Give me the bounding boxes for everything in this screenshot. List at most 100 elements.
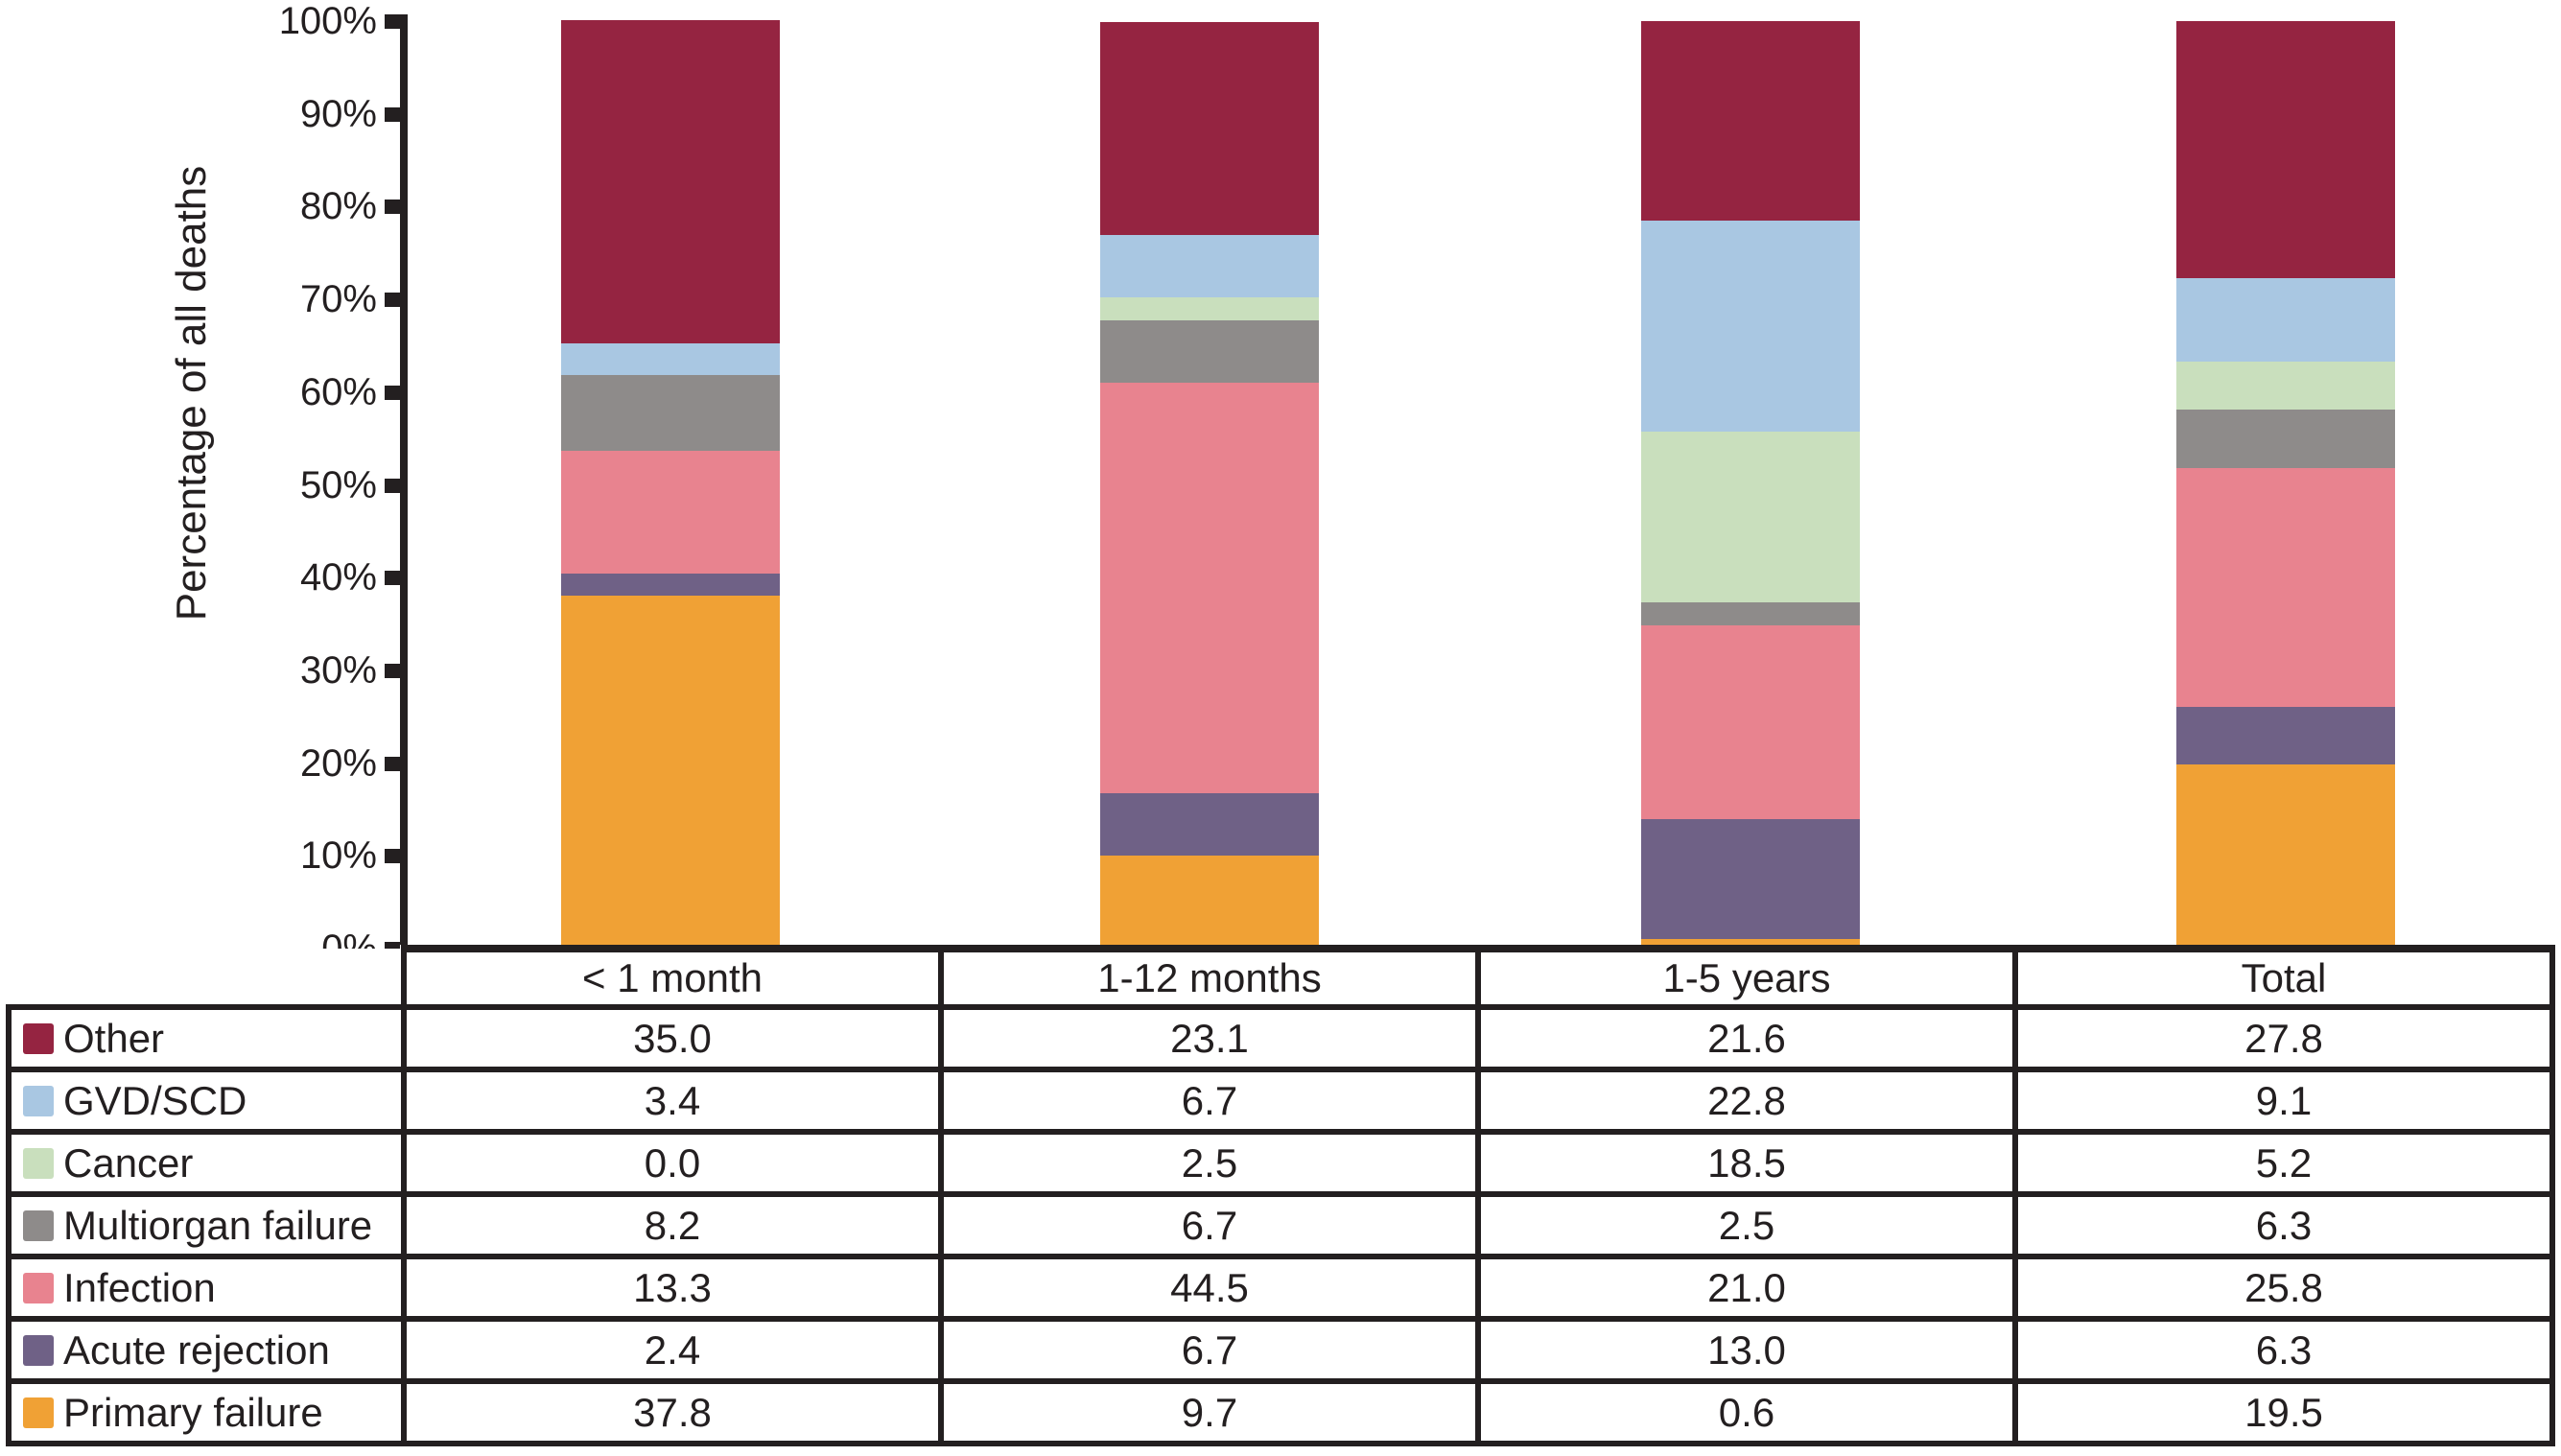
y-tick-mark bbox=[385, 385, 400, 400]
y-tick-mark bbox=[385, 571, 400, 586]
legend-entry: Cancer bbox=[14, 1139, 398, 1186]
bar-segment-acute-rejection bbox=[2176, 706, 2395, 765]
legend-cell-primary-failure: Primary failure bbox=[6, 1378, 407, 1446]
bar-segment-infection bbox=[561, 450, 780, 574]
bar-segment-primary-failure bbox=[561, 596, 780, 945]
bar-segment-gvd-scd bbox=[2176, 277, 2395, 363]
legend-entry: GVD/SCD bbox=[14, 1077, 398, 1123]
y-tick-mark bbox=[385, 663, 400, 678]
legend-label: Infection bbox=[63, 1264, 216, 1310]
y-tick-label: 80% bbox=[299, 185, 377, 228]
value-cell: 0.0 bbox=[401, 1129, 944, 1197]
legend-entry: Multiorgan failure bbox=[14, 1202, 398, 1248]
legend-cell-gvd-scd: GVD/SCD bbox=[6, 1067, 407, 1135]
y-tick-mark bbox=[385, 14, 400, 29]
legend-swatch-icon bbox=[23, 1334, 54, 1366]
bar-segment-primary-failure bbox=[2176, 764, 2395, 945]
bar-segment-primary-failure bbox=[1641, 939, 1860, 945]
table-row-gvd-scd: GVD/SCD 3.4 6.7 22.8 9.1 bbox=[6, 1067, 2555, 1135]
y-tick-label: 40% bbox=[299, 556, 377, 599]
value-cell: 2.5 bbox=[938, 1129, 1481, 1197]
y-tick-mark bbox=[385, 106, 400, 122]
column-header-1-5-years: 1-5 years bbox=[1475, 945, 2018, 1010]
legend-cell-other: Other bbox=[6, 1004, 407, 1072]
value-cell: 6.3 bbox=[2012, 1191, 2555, 1259]
legend-label: Primary failure bbox=[63, 1389, 323, 1435]
bar-segment-gvd-scd bbox=[561, 343, 780, 375]
table-row-acute-rejection: Acute rejection 2.4 6.7 13.0 6.3 bbox=[6, 1316, 2555, 1384]
legend-swatch-icon bbox=[23, 1397, 54, 1428]
legend-label: Acute rejection bbox=[63, 1327, 330, 1373]
table-row-primary-failure: Primary failure 37.8 9.7 0.6 19.5 bbox=[6, 1378, 2555, 1446]
legend-swatch-icon bbox=[23, 1272, 54, 1303]
value-cell: 2.5 bbox=[1475, 1191, 2018, 1259]
legend-swatch-icon bbox=[23, 1022, 54, 1054]
column-header-total: Total bbox=[2012, 945, 2555, 1010]
table-row-cancer: Cancer 0.0 2.5 18.5 5.2 bbox=[6, 1129, 2555, 1197]
value-cell: 44.5 bbox=[938, 1254, 1481, 1322]
legend-cell-multiorgan-failure: Multiorgan failure bbox=[6, 1191, 407, 1259]
bar-segment-other bbox=[1641, 21, 1860, 222]
bar-segment-primary-failure bbox=[1100, 855, 1319, 945]
bar-segment-cancer bbox=[1100, 296, 1319, 321]
bar-segment-infection bbox=[1100, 382, 1319, 794]
legend-swatch-icon bbox=[23, 1147, 54, 1179]
y-tick-mark bbox=[385, 849, 400, 864]
legend-cell-infection: Infection bbox=[6, 1254, 407, 1322]
bar-segment-other bbox=[2176, 21, 2395, 278]
bar-segment-multiorgan-failure bbox=[1641, 601, 1860, 625]
legend-entry: Acute rejection bbox=[14, 1327, 398, 1373]
y-tick-mark bbox=[385, 200, 400, 215]
value-cell: 22.8 bbox=[1475, 1067, 2018, 1135]
bar-segment-cancer bbox=[1641, 431, 1860, 602]
y-tick-mark bbox=[385, 478, 400, 493]
chart-data-table: < 1 month 1-12 months 1-5 years Total Other 3… bbox=[6, 945, 2555, 1446]
value-cell: 13.3 bbox=[401, 1254, 944, 1322]
y-tick-mark bbox=[385, 293, 400, 308]
value-cell: 27.8 bbox=[2012, 1004, 2555, 1072]
y-axis-line bbox=[400, 14, 408, 945]
bar--1-month bbox=[561, 0, 780, 945]
value-cell: 19.5 bbox=[2012, 1378, 2555, 1446]
legend-cell-cancer: Cancer bbox=[6, 1129, 407, 1197]
legend-entry: Infection bbox=[14, 1264, 398, 1310]
y-tick-label: 60% bbox=[299, 370, 377, 413]
bar-segment-infection bbox=[2176, 468, 2395, 707]
table-header-row: < 1 month 1-12 months 1-5 years Total bbox=[9, 945, 2555, 1010]
legend-swatch-icon bbox=[23, 1209, 54, 1241]
table-row-multiorgan-failure: Multiorgan failure 8.2 6.7 2.5 6.3 bbox=[6, 1191, 2555, 1259]
bar-segment-acute-rejection bbox=[1100, 793, 1319, 856]
bar-segment-other bbox=[1100, 22, 1319, 236]
legend-cell-acute-rejection: Acute rejection bbox=[6, 1316, 407, 1384]
table-row-infection: Infection 13.3 44.5 21.0 25.8 bbox=[6, 1254, 2555, 1322]
bar-segment-multiorgan-failure bbox=[1100, 320, 1319, 383]
legend-label: Multiorgan failure bbox=[63, 1202, 373, 1248]
legend-label: GVD/SCD bbox=[63, 1077, 247, 1123]
value-cell: 8.2 bbox=[401, 1191, 944, 1259]
value-cell: 0.6 bbox=[1475, 1378, 2018, 1446]
y-tick-label: 50% bbox=[299, 463, 377, 506]
value-cell: 6.3 bbox=[2012, 1316, 2555, 1384]
value-cell: 35.0 bbox=[401, 1004, 944, 1072]
column-header-1-12-months: 1-12 months bbox=[938, 945, 1481, 1010]
y-tick-label: 90% bbox=[299, 92, 377, 135]
bar-segment-gvd-scd bbox=[1641, 221, 1860, 432]
value-cell: 9.1 bbox=[2012, 1067, 2555, 1135]
value-cell: 13.0 bbox=[1475, 1316, 2018, 1384]
value-cell: 21.0 bbox=[1475, 1254, 2018, 1322]
bar-segment-gvd-scd bbox=[1100, 235, 1319, 297]
bar-segment-infection bbox=[1641, 624, 1860, 820]
legend-swatch-icon bbox=[23, 1085, 54, 1116]
stacked-bar-chart: Percentage of all deaths 0%10%20%30%40%5… bbox=[168, 0, 2395, 968]
value-cell: 18.5 bbox=[1475, 1129, 2018, 1197]
value-cell: 9.7 bbox=[938, 1378, 1481, 1446]
value-cell: 3.4 bbox=[401, 1067, 944, 1135]
legend-label: Cancer bbox=[63, 1139, 194, 1186]
table-row-other: Other 35.0 23.1 21.6 27.8 bbox=[6, 1004, 2555, 1072]
bar-segment-multiorgan-failure bbox=[2176, 410, 2395, 469]
bar-1-12-months bbox=[1100, 0, 1319, 945]
value-cell: 6.7 bbox=[938, 1067, 1481, 1135]
value-cell: 23.1 bbox=[938, 1004, 1481, 1072]
legend-entry: Other bbox=[14, 1018, 398, 1059]
